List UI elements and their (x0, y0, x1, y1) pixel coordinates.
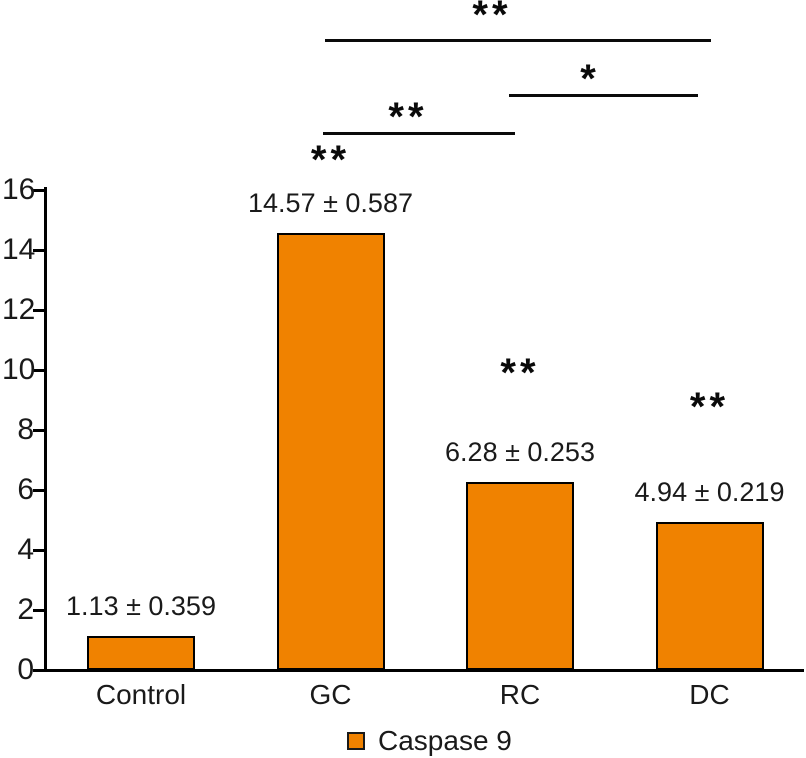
bar-value-label: 1.13 ± 0.359 (66, 591, 216, 622)
y-axis-line (44, 187, 47, 672)
bar-dc (655, 521, 764, 670)
y-axis-tick-label: 0 (17, 653, 34, 686)
y-axis-tick-label: 4 (17, 533, 34, 566)
y-axis-tick-label: 6 (17, 473, 34, 506)
legend-label: Caspase 9 (378, 725, 512, 756)
significance-marker-gc: ** (310, 138, 351, 182)
x-axis-line (44, 669, 804, 672)
significance-bracket-label: ** (472, 0, 512, 37)
y-axis-tick-label: 14 (2, 233, 36, 266)
significance-bracket-rc-dc (509, 94, 698, 97)
y-axis-tick (33, 188, 44, 192)
y-axis-tick (33, 428, 44, 432)
significance-bracket-label: * (580, 57, 600, 101)
bar-control (87, 636, 195, 670)
y-axis-tick (33, 608, 44, 612)
y-axis-tick-label: 16 (2, 173, 36, 206)
legend: Caspase 9 (347, 727, 512, 755)
legend-swatch (347, 732, 365, 750)
significance-bracket-label: ** (388, 95, 428, 139)
y-axis-tick (33, 548, 44, 552)
y-axis-tick (33, 308, 44, 312)
y-axis-tick (33, 668, 44, 672)
bar-value-label: 6.28 ± 0.253 (445, 436, 595, 467)
significance-bracket-gc-rc (323, 132, 515, 135)
significance-bracket-gc-dc (325, 39, 711, 42)
significance-marker-rc: ** (500, 351, 540, 395)
y-axis-tick (33, 248, 44, 252)
y-axis-tick-label: 10 (2, 353, 36, 386)
y-axis-tick-label: 2 (17, 593, 34, 626)
x-axis-category-label: DC (689, 679, 730, 710)
y-axis-tick (33, 368, 44, 372)
significance-marker-dc: ** (689, 385, 730, 429)
bar-value-label: 14.57 ± 0.587 (248, 187, 413, 218)
x-axis-category-label: GC (309, 679, 352, 710)
bar-value-label: 4.94 ± 0.219 (634, 476, 785, 507)
y-axis-tick-label: 12 (2, 293, 36, 326)
bar-rc (466, 481, 574, 670)
x-axis-category-label: RC (499, 679, 541, 710)
y-axis-tick-label: 8 (17, 413, 34, 446)
x-axis-category-label: Control (95, 679, 187, 710)
y-axis-tick (33, 488, 44, 492)
bar-gc (276, 232, 385, 670)
